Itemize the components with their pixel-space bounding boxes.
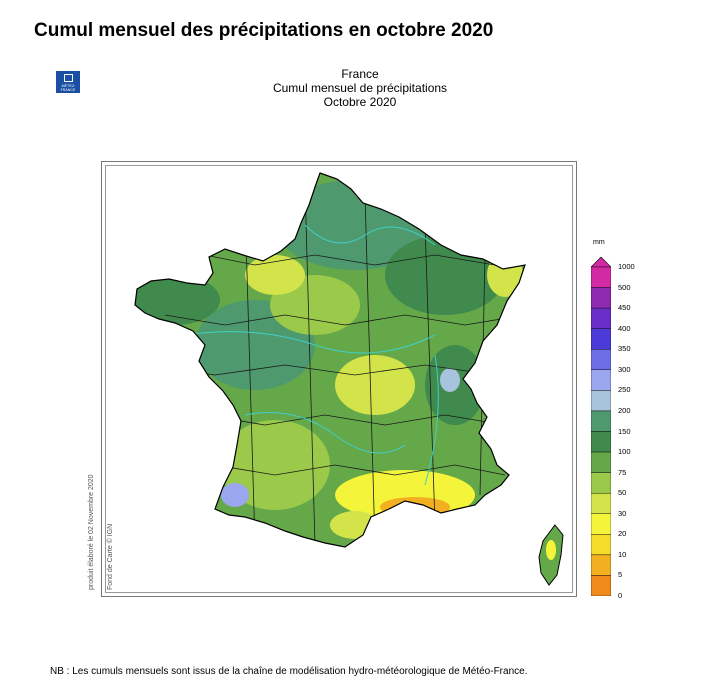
corsica-dry-zone xyxy=(546,540,556,560)
legend-label: 1000 xyxy=(618,262,635,271)
map-inner-frame xyxy=(105,165,573,593)
map-header-subject: Cumul mensuel de précipitations xyxy=(272,81,448,95)
legend-label: 450 xyxy=(618,303,631,313)
footnote: NB : Les cumuls mensuels sont issus de l… xyxy=(50,666,528,677)
zone-pyrenees-wet xyxy=(221,483,249,507)
map-header: France Cumul mensuel de précipitations O… xyxy=(200,67,520,109)
legend-label: 350 xyxy=(618,344,631,354)
legend-swatch xyxy=(591,390,611,412)
legend-swatch xyxy=(591,431,611,453)
legend-swatch xyxy=(591,554,611,576)
legend-label: 10 xyxy=(618,549,627,559)
precipitation-map xyxy=(134,172,564,586)
logo-line-1: MÉTÉO xyxy=(61,84,75,88)
legend-label: 100 xyxy=(618,447,631,457)
legend-swatch xyxy=(591,328,611,350)
legend-label: 0 xyxy=(618,591,623,600)
legend-arrow-top xyxy=(591,257,611,268)
rain-zones xyxy=(135,180,523,539)
zone-massif-dry xyxy=(335,355,415,415)
logo-line-2: FRANCE xyxy=(60,88,76,92)
legend-swatch xyxy=(591,451,611,473)
zone-brittany-wet xyxy=(135,275,220,325)
legend-label: 200 xyxy=(618,405,631,415)
legend-swatch xyxy=(591,307,611,329)
zone-alsace-dry xyxy=(487,253,523,297)
legend-swatch xyxy=(591,410,611,432)
legend-label: 150 xyxy=(618,426,631,436)
legend-swatch xyxy=(591,287,611,309)
legend-swatch xyxy=(591,266,611,288)
map-outer-frame xyxy=(101,161,577,597)
rivers xyxy=(184,224,439,486)
zone-paris-dry xyxy=(245,255,305,295)
legend-label: 5 xyxy=(618,570,623,580)
legend-label: 20 xyxy=(618,529,627,539)
legend-label: 500 xyxy=(618,282,631,292)
legend-color-bar xyxy=(591,257,611,596)
legend-swatch xyxy=(591,534,611,556)
zone-southwest xyxy=(220,420,330,510)
map-header-region: France xyxy=(341,67,379,81)
legend-label: 250 xyxy=(618,385,631,395)
legend-label: 75 xyxy=(618,467,627,477)
meteo-france-logo: MÉTÉO FRANCE xyxy=(56,71,80,93)
legend-swatch xyxy=(591,513,611,535)
legend-swatch xyxy=(591,575,611,596)
legend-swatch xyxy=(591,472,611,494)
zone-roussillon xyxy=(330,511,380,539)
production-date-credit: produit élaboré le 02 Novembre 2020 xyxy=(88,474,95,590)
department-borders xyxy=(144,184,525,546)
legend-label: 50 xyxy=(618,488,627,498)
page-title: Cumul mensuel des précipitations en octo… xyxy=(34,20,494,41)
zone-alps-peak xyxy=(440,368,460,392)
basemap-credit: Fond de Carte © IGN xyxy=(107,523,114,590)
legend-label: 300 xyxy=(618,364,631,374)
legend-swatch xyxy=(591,349,611,371)
logo-mark-icon xyxy=(63,74,73,82)
legend-label: 30 xyxy=(618,508,627,518)
legend-swatch xyxy=(591,492,611,514)
zone-coast-very-dry xyxy=(380,497,450,517)
legend-swatch xyxy=(591,369,611,391)
legend-unit: mm xyxy=(593,239,605,246)
map-header-period: Octobre 2020 xyxy=(323,95,397,109)
legend-label: 400 xyxy=(618,323,631,333)
